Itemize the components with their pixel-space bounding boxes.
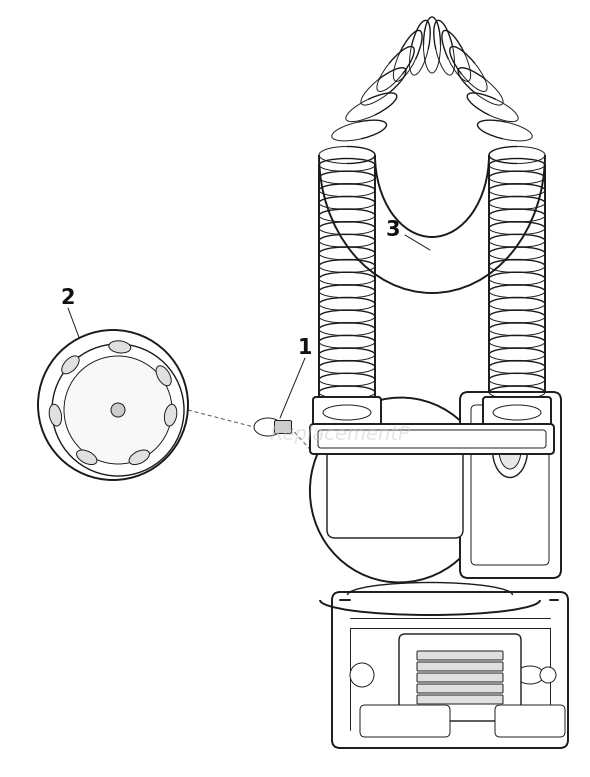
FancyBboxPatch shape [417, 651, 503, 660]
Text: 3: 3 [386, 220, 400, 240]
Ellipse shape [62, 356, 79, 374]
Text: ReplacementP: ReplacementP [270, 426, 411, 444]
FancyBboxPatch shape [460, 392, 561, 578]
Ellipse shape [165, 404, 177, 426]
Text: 1: 1 [298, 338, 312, 358]
Ellipse shape [493, 423, 527, 478]
Ellipse shape [129, 450, 149, 465]
FancyBboxPatch shape [318, 430, 546, 448]
FancyBboxPatch shape [483, 397, 551, 428]
Circle shape [540, 667, 556, 683]
Ellipse shape [77, 450, 97, 465]
Ellipse shape [109, 341, 131, 353]
Ellipse shape [499, 431, 521, 469]
Ellipse shape [49, 404, 61, 426]
Circle shape [350, 663, 374, 687]
FancyBboxPatch shape [399, 634, 521, 721]
Circle shape [52, 344, 184, 476]
Ellipse shape [310, 398, 490, 583]
Circle shape [111, 403, 125, 417]
FancyBboxPatch shape [310, 424, 554, 454]
FancyBboxPatch shape [417, 684, 503, 693]
FancyBboxPatch shape [417, 695, 503, 704]
FancyBboxPatch shape [327, 437, 463, 538]
FancyBboxPatch shape [360, 705, 450, 737]
FancyBboxPatch shape [274, 420, 291, 434]
FancyBboxPatch shape [417, 662, 503, 671]
FancyBboxPatch shape [332, 592, 568, 748]
FancyBboxPatch shape [313, 397, 381, 428]
Ellipse shape [156, 366, 171, 385]
FancyBboxPatch shape [417, 673, 503, 682]
FancyBboxPatch shape [471, 405, 549, 565]
Circle shape [64, 356, 172, 464]
Ellipse shape [516, 666, 544, 684]
FancyBboxPatch shape [495, 705, 565, 737]
Circle shape [38, 330, 188, 480]
Ellipse shape [254, 418, 282, 436]
Text: 2: 2 [61, 288, 76, 308]
